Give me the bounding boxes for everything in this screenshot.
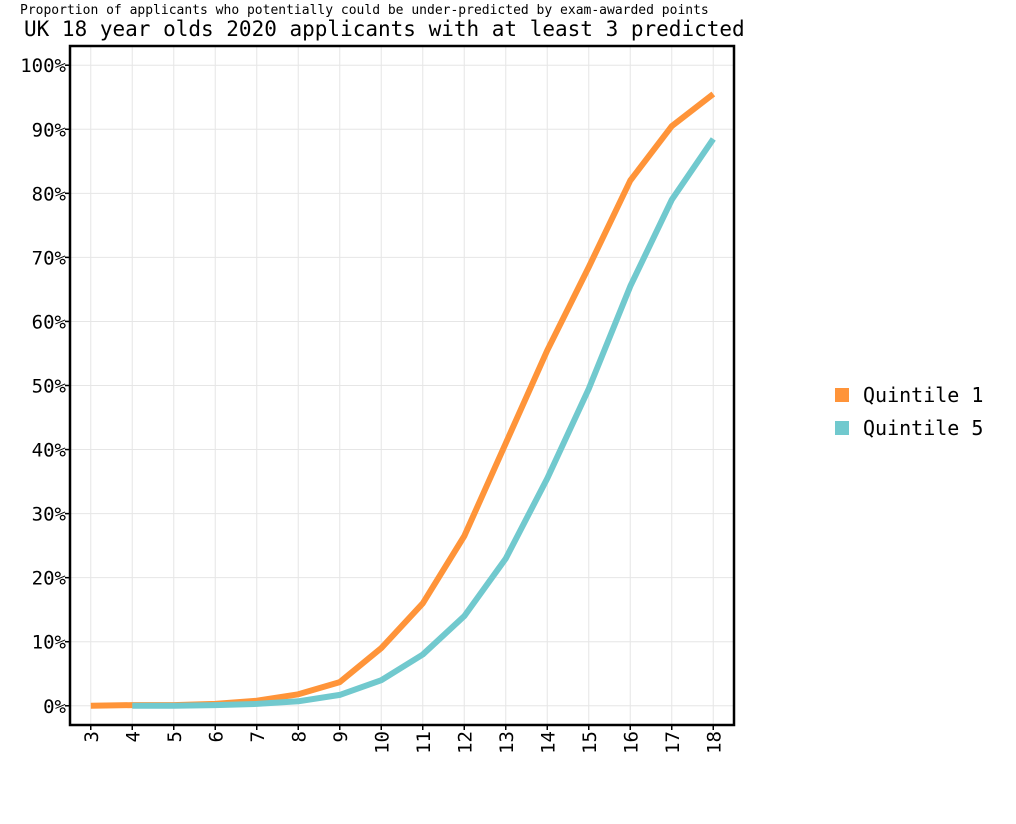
x-tick-label-12: 12 bbox=[454, 731, 476, 754]
x-tick-label-11: 11 bbox=[413, 731, 435, 754]
y-tick-label-8: 80% bbox=[32, 183, 67, 205]
y-tick-label-0: 0% bbox=[43, 696, 66, 718]
legend-label-quintile-1: Quintile 1 bbox=[863, 382, 984, 407]
chart-subtitle: Proportion of applicants who potentially… bbox=[20, 3, 709, 18]
legend-swatch-quintile-5 bbox=[835, 420, 849, 435]
legend-item-quintile-1: Quintile 1 bbox=[835, 378, 983, 411]
x-tick-label-16: 16 bbox=[620, 731, 642, 754]
x-tick-label-13: 13 bbox=[496, 731, 518, 754]
x-tick-label-18: 18 bbox=[703, 731, 725, 754]
x-tick-label-6: 6 bbox=[205, 731, 227, 742]
x-tick-label-17: 17 bbox=[662, 731, 684, 754]
y-tick-label-10: 100% bbox=[20, 55, 66, 77]
x-tick-label-15: 15 bbox=[579, 731, 601, 754]
y-tick-label-3: 30% bbox=[32, 504, 67, 526]
y-tick-label-2: 20% bbox=[32, 568, 67, 590]
y-tick-label-9: 90% bbox=[32, 119, 67, 141]
x-tick-label-5: 5 bbox=[164, 731, 186, 742]
x-tick-label-10: 10 bbox=[371, 731, 393, 754]
x-tick-label-9: 9 bbox=[330, 731, 352, 742]
x-tick-label-3: 3 bbox=[81, 731, 103, 742]
legend-label-quintile-5: Quintile 5 bbox=[863, 415, 984, 440]
chart-legend: Quintile 1 Quintile 5 bbox=[835, 378, 983, 444]
x-tick-label-14: 14 bbox=[537, 731, 559, 754]
y-tick-label-4: 40% bbox=[32, 440, 67, 462]
chart-title: UK 18 year olds 2020 applicants with at … bbox=[24, 17, 745, 41]
y-tick-label-5: 50% bbox=[32, 376, 67, 398]
y-tick-label-1: 10% bbox=[32, 632, 67, 654]
legend-swatch-quintile-1 bbox=[835, 387, 849, 402]
x-tick-label-4: 4 bbox=[122, 731, 144, 742]
y-tick-label-7: 70% bbox=[32, 247, 67, 269]
x-tick-label-8: 8 bbox=[288, 731, 310, 742]
series-line-quintile-5 bbox=[132, 137, 716, 709]
series-line-quintile-1 bbox=[90, 91, 716, 709]
y-tick-label-6: 60% bbox=[32, 311, 67, 333]
x-tick-label-7: 7 bbox=[247, 731, 269, 742]
legend-item-quintile-5: Quintile 5 bbox=[835, 411, 983, 444]
